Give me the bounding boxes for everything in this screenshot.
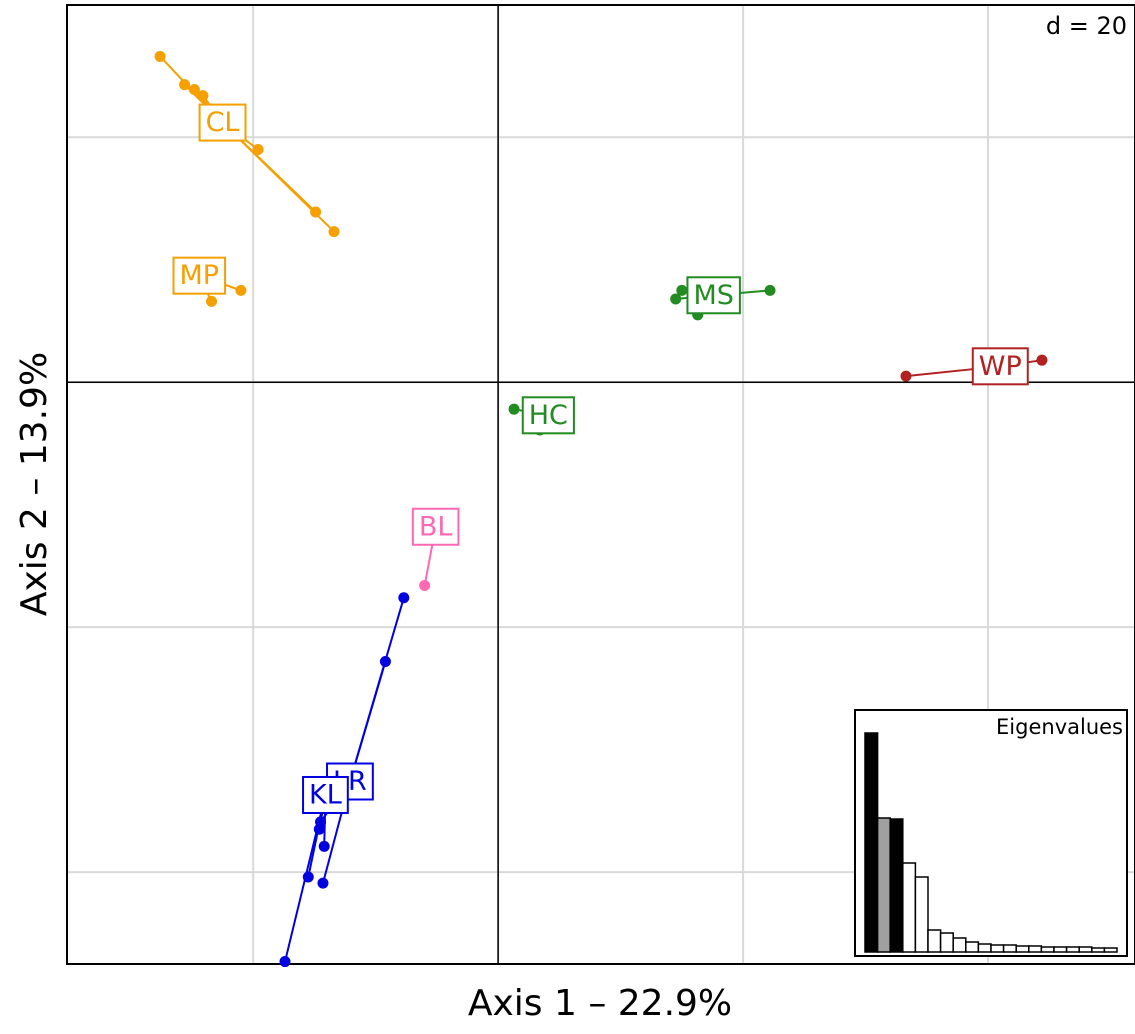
grid-step-label: d = 20 (1046, 12, 1127, 40)
group-label-box (521, 396, 575, 435)
eigen-bar (1002, 944, 1017, 953)
point (670, 293, 682, 305)
group-label: CL (206, 107, 240, 138)
eigen-bar (939, 932, 954, 953)
y-axis-label: Axis 2 – 13.9% (14, 352, 55, 616)
plot-frame (66, 4, 1135, 965)
eigen-bar (1028, 945, 1043, 953)
eigen-bar (1103, 947, 1118, 953)
group-label-box (686, 276, 741, 315)
eigen-bar (902, 862, 917, 953)
point (310, 206, 322, 218)
group-label: WP (979, 351, 1022, 382)
point (676, 284, 688, 296)
star-line (348, 661, 387, 782)
group-label-box (971, 347, 1029, 386)
point (197, 90, 209, 102)
eigen-bar (977, 943, 992, 953)
point (900, 370, 912, 382)
eigen-bar (1065, 946, 1080, 953)
point (235, 284, 247, 296)
group-label: BL (419, 511, 453, 542)
eigen-bar (1040, 946, 1055, 953)
point (206, 295, 218, 307)
eigen-bar (965, 941, 980, 953)
eigen-bar (1091, 947, 1106, 953)
point (317, 877, 329, 889)
eigen-bar (1015, 945, 1030, 953)
star-line (284, 794, 327, 962)
point (379, 655, 391, 667)
eigen-bar (927, 929, 942, 953)
eigen-bar (1053, 946, 1068, 953)
eigen-bar (876, 817, 891, 953)
point (188, 84, 200, 96)
eigen-bar (864, 732, 879, 953)
point (179, 79, 191, 91)
group-label: MP (179, 260, 219, 291)
eigen-bar (1078, 946, 1093, 953)
point (419, 580, 431, 592)
point (508, 403, 520, 415)
point (398, 592, 410, 604)
group-label: HC (529, 400, 568, 431)
point (318, 840, 330, 852)
point (764, 284, 776, 296)
group-label-box (198, 103, 247, 142)
group-label-box (172, 256, 227, 295)
eigen-bar (889, 818, 904, 953)
eigen-bar (952, 937, 967, 953)
group-label-box (302, 775, 349, 814)
group-label: KL (309, 779, 342, 810)
inset-title: Eigenvalues (996, 715, 1123, 739)
eigen-bar (990, 944, 1005, 953)
point (154, 50, 166, 62)
point (328, 226, 340, 238)
point (252, 144, 264, 156)
eigen-bar (914, 876, 929, 953)
point (1036, 354, 1048, 366)
x-axis-label: Axis 1 – 22.9% (468, 983, 732, 1024)
group-label: MS (693, 280, 733, 311)
point (279, 956, 291, 968)
group-label-box (411, 507, 460, 546)
